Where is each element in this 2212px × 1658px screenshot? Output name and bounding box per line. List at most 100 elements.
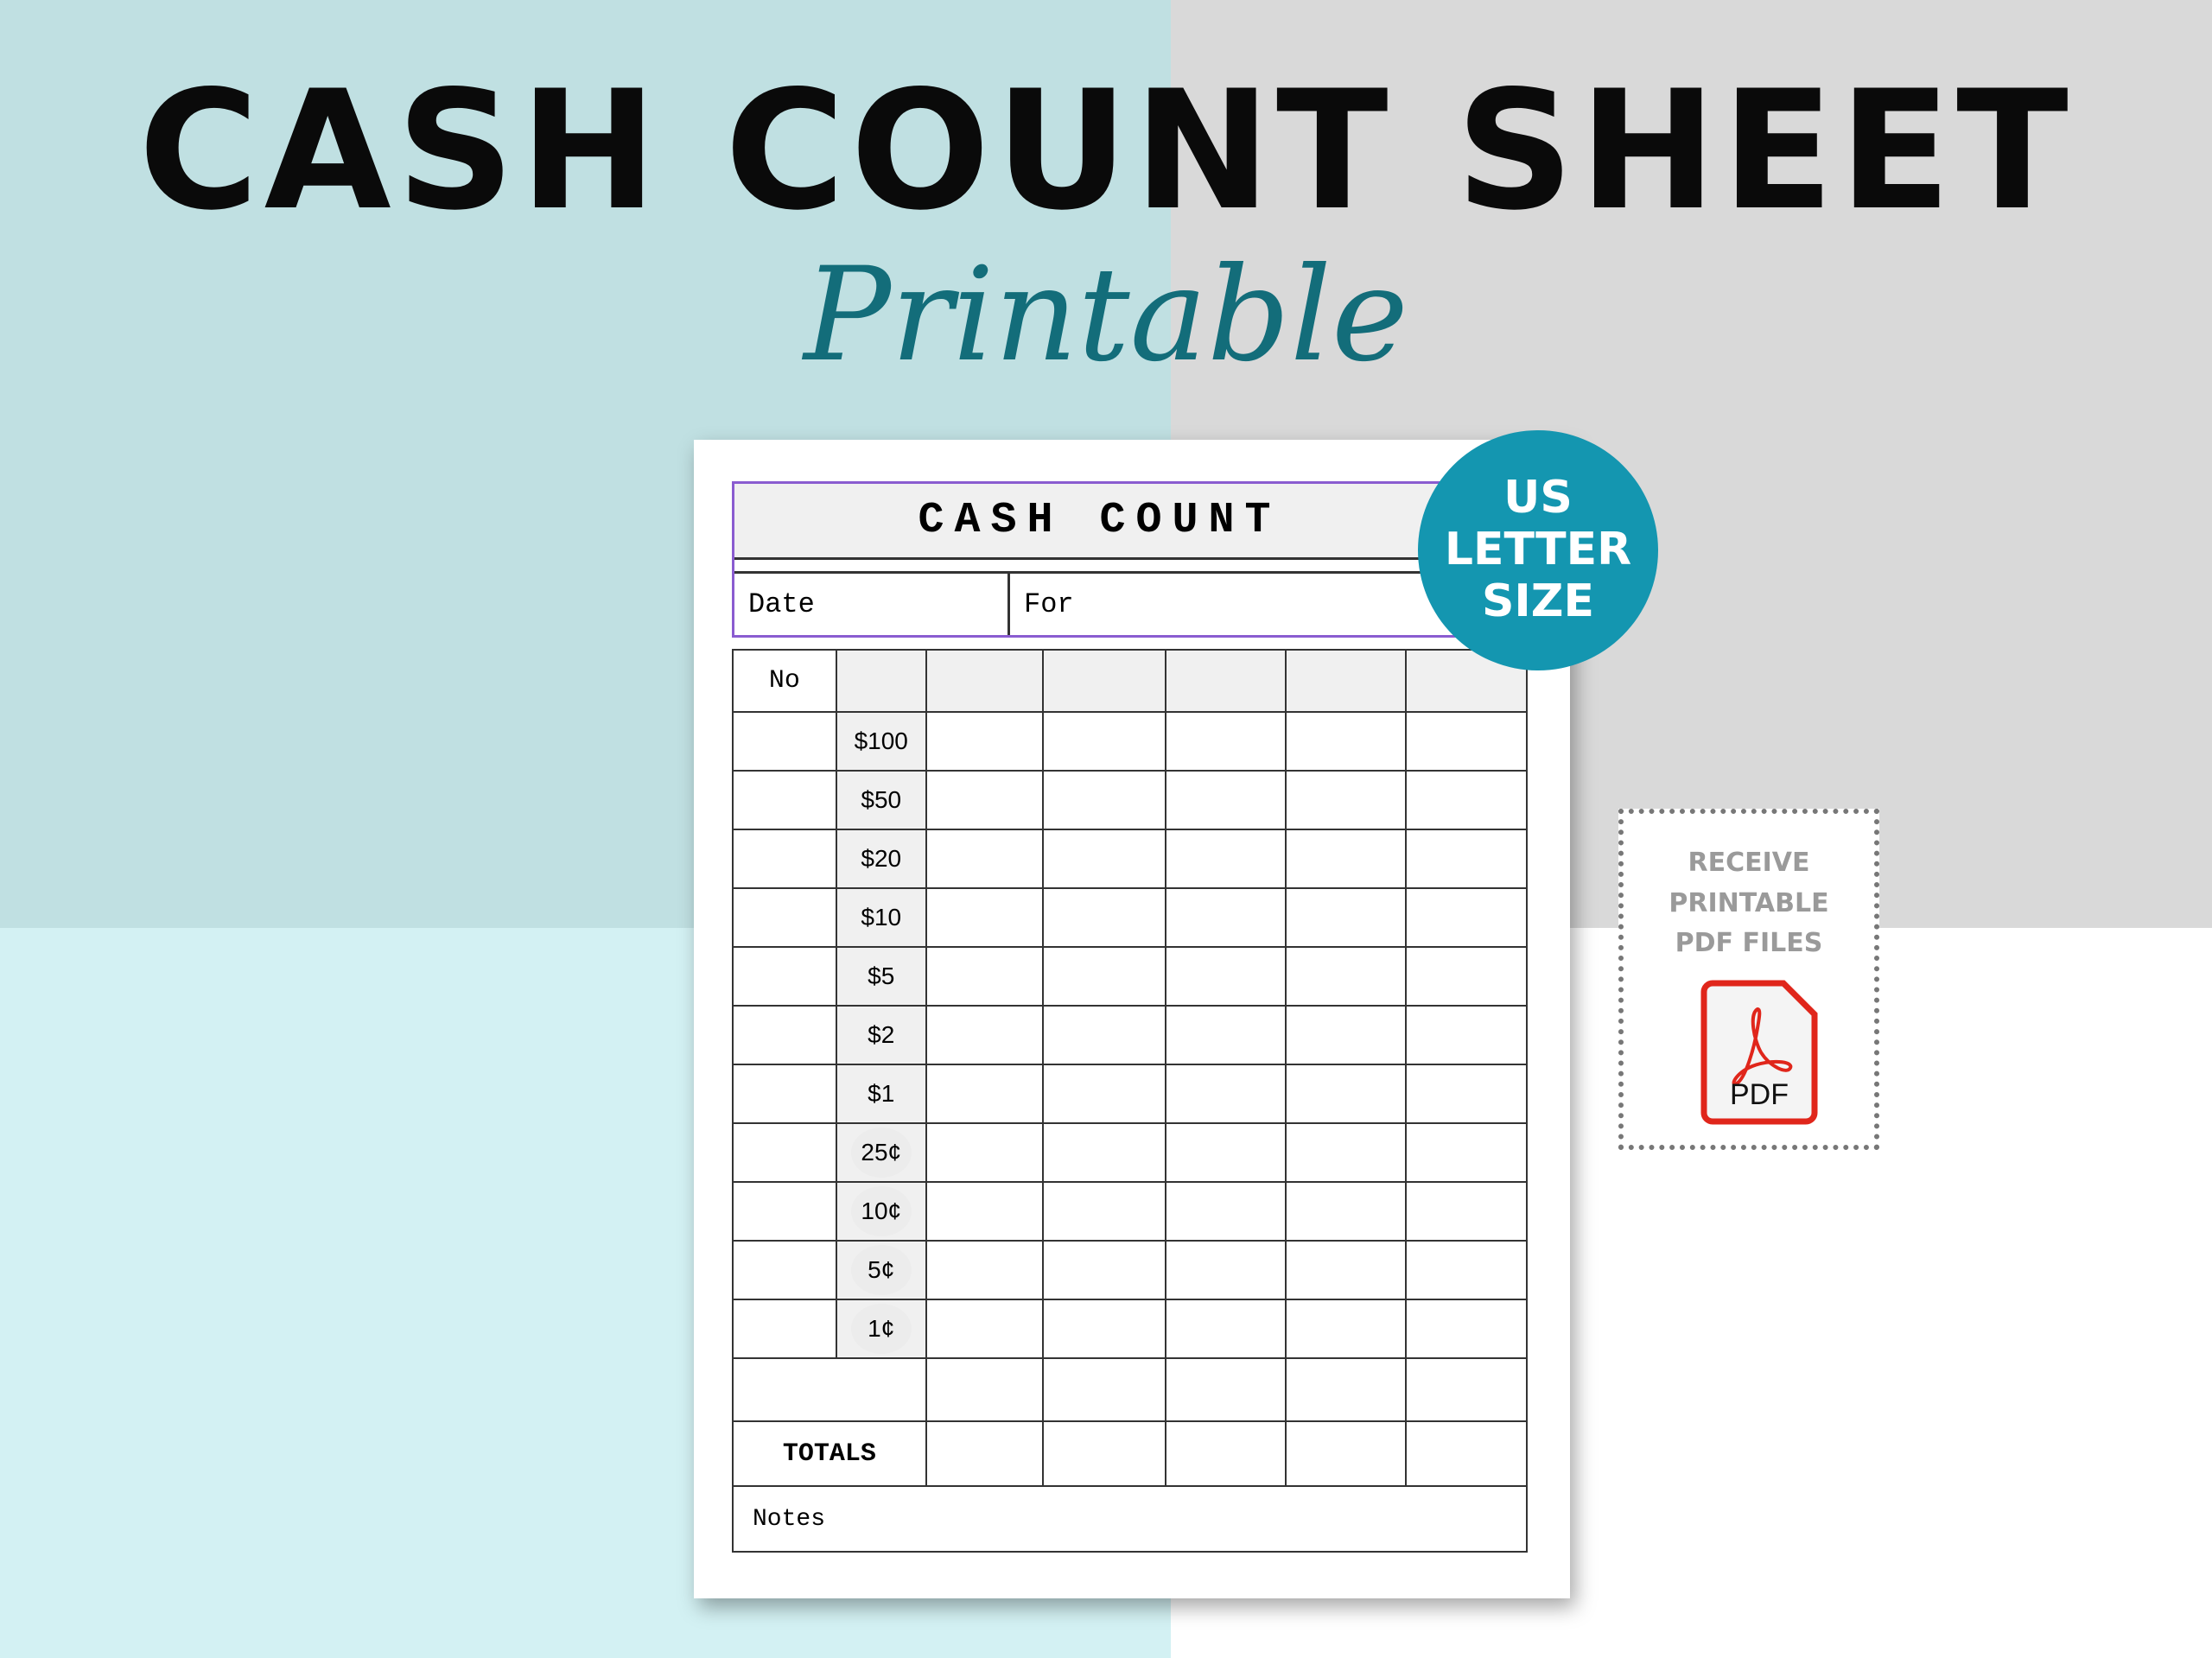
count-cell (1284, 770, 1408, 830)
promo-line: RECEIVE (1688, 848, 1810, 878)
no-cell (732, 1299, 837, 1359)
banner-subtitle: Printable (804, 240, 1408, 391)
table-row: 1¢ (732, 1299, 1528, 1359)
promo-line: PDF FILES (1675, 928, 1823, 958)
count-cell (1405, 829, 1528, 889)
notes-row: Notes (732, 1485, 1528, 1553)
denomination-label: $10 (861, 904, 902, 931)
count-cell (1405, 1064, 1528, 1124)
badge-line: SIZE (1481, 575, 1595, 627)
badge-line: US (1503, 472, 1573, 524)
count-cell (1284, 887, 1408, 948)
denomination-cell: 10¢ (835, 1181, 927, 1242)
totals-label: TOTALS (732, 1420, 927, 1487)
date-field: Date (734, 574, 1010, 635)
count-cell (1405, 1240, 1528, 1300)
denomination-label: $100 (854, 727, 908, 754)
count-cell (1164, 1064, 1287, 1124)
count-cell (1405, 1005, 1528, 1065)
for-field: For (1024, 588, 1074, 620)
blank-cell (732, 1357, 927, 1422)
count-cell (1284, 1005, 1408, 1065)
date-for-row: Date For (734, 571, 1465, 635)
promo-line: PRINTABLE (1669, 887, 1829, 918)
badge-line: LETTER (1444, 524, 1632, 576)
sheet-title: CASH COUNT (734, 484, 1465, 560)
table-row: 10¢ (732, 1181, 1528, 1242)
table-header-row: No (732, 649, 1528, 713)
count-cell (1284, 1181, 1408, 1242)
no-cell (732, 946, 837, 1007)
denomination-label: 25¢ (850, 1128, 912, 1178)
count-cell (1042, 1064, 1166, 1124)
blank-cell (1042, 1357, 1166, 1422)
count-cell (1164, 887, 1287, 948)
no-cell (732, 1005, 837, 1065)
count-cell (1405, 1181, 1528, 1242)
count-cell (1405, 946, 1528, 1007)
total-cell (1405, 1420, 1528, 1487)
blank-cell (1284, 1357, 1408, 1422)
banner-title: CASH COUNT SHEET (138, 55, 2074, 246)
denomination-cell: 5¢ (835, 1240, 927, 1300)
denomination-cell: $50 (835, 770, 927, 830)
count-cell (1042, 1299, 1166, 1359)
count-cell (1405, 1122, 1528, 1183)
count-cell (1164, 1005, 1287, 1065)
count-cell (1405, 711, 1528, 772)
table-row: $20 (732, 829, 1528, 889)
denomination-label: $50 (861, 786, 902, 813)
pdf-promo-box: RECEIVE PRINTABLE PDF FILES PDF (1618, 809, 1879, 1150)
count-cell (925, 770, 1045, 830)
count-cell (1284, 946, 1408, 1007)
count-cell (1164, 711, 1287, 772)
denomination-cell: $10 (835, 887, 927, 948)
count-cell (1405, 1299, 1528, 1359)
no-header: No (732, 649, 837, 713)
blank-cell (1405, 1357, 1528, 1422)
no-cell (732, 1064, 837, 1124)
no-cell (732, 770, 837, 830)
header-cell (925, 649, 1045, 713)
header-cell (1284, 649, 1408, 713)
count-cell (1405, 887, 1528, 948)
totals-row: TOTALS (732, 1420, 1528, 1487)
sheet-header: CASH COUNT Date For (732, 481, 1467, 638)
total-cell (1164, 1420, 1287, 1487)
no-cell (732, 711, 837, 772)
table-row: $100 (732, 711, 1528, 772)
denomination-cell: $100 (835, 711, 927, 772)
count-cell (1164, 829, 1287, 889)
count-cell (1042, 770, 1166, 830)
count-cell (925, 946, 1045, 1007)
table-row: 25¢ (732, 1122, 1528, 1183)
no-cell (732, 887, 837, 948)
count-cell (1284, 829, 1408, 889)
table-row: $10 (732, 887, 1528, 948)
denomination-cell: $20 (835, 829, 927, 889)
no-cell (732, 829, 837, 889)
denomination-cell: 1¢ (835, 1299, 927, 1359)
count-cell (925, 1005, 1045, 1065)
denomination-label: $5 (868, 962, 895, 989)
count-cell (925, 1299, 1045, 1359)
count-cell (1284, 1240, 1408, 1300)
count-cell (1284, 1064, 1408, 1124)
header-cell (1042, 649, 1166, 713)
count-cell (925, 1122, 1045, 1183)
count-cell (1284, 1299, 1408, 1359)
denomination-label: 1¢ (850, 1304, 912, 1354)
table-row: 5¢ (732, 1240, 1528, 1300)
count-cell (1164, 770, 1287, 830)
count-cell (1164, 1240, 1287, 1300)
denomination-cell: 25¢ (835, 1122, 927, 1183)
count-cell (1042, 946, 1166, 1007)
count-cell (1405, 770, 1528, 830)
total-cell (1284, 1420, 1408, 1487)
table-row: $2 (732, 1005, 1528, 1065)
denomination-cell: $2 (835, 1005, 927, 1065)
count-cell (1042, 1005, 1166, 1065)
count-cell (1042, 1122, 1166, 1183)
count-cell (1164, 1122, 1287, 1183)
table-row: $1 (732, 1064, 1528, 1124)
